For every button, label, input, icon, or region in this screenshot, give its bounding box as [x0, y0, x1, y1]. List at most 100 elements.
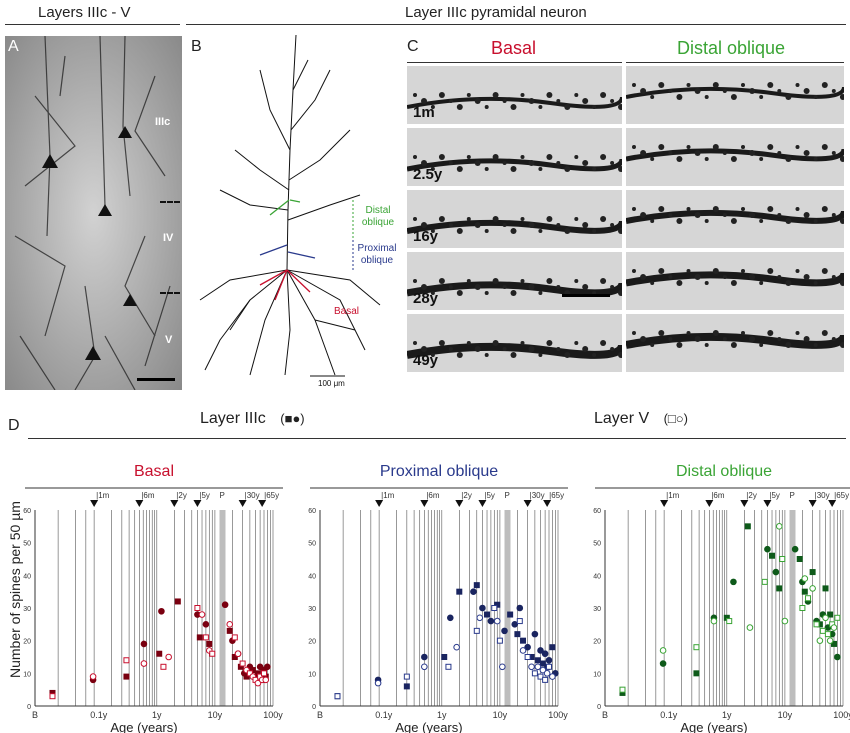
y-tick-label: 60 — [23, 508, 31, 515]
age-marker-label: P — [505, 491, 510, 500]
data-point-square — [534, 657, 541, 664]
age-marker-label: |2y — [176, 491, 187, 500]
x-tick-label: B — [602, 710, 608, 720]
data-point-square — [809, 569, 816, 576]
scale-label-b: 100 μm — [318, 379, 345, 388]
age-marker-label: |5y — [769, 491, 780, 500]
age-marker-label: |5y — [484, 491, 495, 500]
data-point-square — [546, 663, 553, 670]
data-point-circle — [764, 545, 771, 553]
data-point-circle — [140, 660, 148, 667]
col-basal-rule — [407, 62, 622, 63]
layer-boundary-upper — [160, 201, 180, 203]
age-marker-triangle — [478, 500, 487, 507]
data-point-circle — [801, 575, 809, 582]
data-point-circle — [198, 611, 206, 618]
layer-label-iv: IV — [163, 232, 174, 244]
y-tick-label: 50 — [308, 541, 316, 548]
data-point-circle — [254, 679, 262, 687]
y-tick-label: 60 — [308, 508, 316, 515]
data-point-square — [693, 644, 700, 651]
age-marker-triangle — [193, 500, 202, 507]
layers-title: Layers IIIc - V — [38, 4, 131, 21]
data-point-circle — [158, 607, 165, 615]
data-point-square — [726, 618, 733, 625]
data-point-circle — [830, 624, 838, 631]
data-point-square — [824, 631, 831, 638]
proximal-highlight — [259, 244, 316, 259]
age-marker-label: |30y — [530, 491, 545, 500]
x-tick-label: B — [32, 710, 38, 720]
data-point-square — [524, 654, 531, 660]
layer-label-iiic: IIIc — [155, 116, 171, 128]
basal-dendrite-image: 28y — [407, 252, 622, 310]
y-tick-label: 50 — [593, 541, 601, 548]
col-distal-label: Distal oblique — [677, 38, 786, 58]
basal-highlight — [259, 269, 311, 301]
data-point-circle — [659, 647, 667, 654]
data-point-circle — [534, 663, 542, 671]
basal-dendrite-image: 16y — [407, 190, 622, 248]
data-point-square — [226, 627, 233, 634]
x-tick-label: 10y — [493, 710, 508, 720]
data-point-circle — [710, 617, 718, 625]
x-tick-label: 10y — [208, 710, 223, 720]
x-axis-label: Age (years) — [395, 720, 462, 733]
age-marker-triangle — [763, 500, 772, 507]
data-point-square — [196, 634, 203, 641]
puberty-band — [789, 510, 796, 706]
scale-bar-c — [562, 294, 610, 297]
data-point-circle — [140, 640, 148, 648]
col-distal-rule — [626, 62, 844, 63]
data-point-square — [403, 683, 410, 690]
data-point-square — [537, 673, 544, 680]
age-marker-triangle — [808, 500, 817, 507]
age-marker-triangle — [135, 500, 144, 507]
data-point-circle — [822, 614, 829, 622]
data-point-circle — [264, 663, 271, 671]
age-marker-triangle — [660, 500, 669, 507]
data-point-square — [819, 627, 826, 634]
age-marker-label: |65y — [834, 491, 849, 500]
data-point-circle — [545, 656, 553, 664]
data-point-circle — [781, 617, 789, 625]
age-label-2: 16y — [413, 228, 439, 245]
data-point-square — [456, 588, 463, 595]
age-marker-label: |1m — [381, 491, 395, 500]
data-point-square — [776, 585, 783, 592]
data-point-square — [531, 670, 538, 677]
data-point-square — [822, 585, 829, 592]
y-tick-label: 10 — [308, 671, 316, 678]
data-point-square — [805, 595, 812, 602]
basal-label: Basal — [334, 306, 360, 317]
distal-dendrite-image — [626, 190, 844, 248]
data-point-square — [507, 611, 514, 618]
data-point-square — [441, 654, 448, 660]
micrograph-texture — [5, 36, 182, 390]
chart-title: Basal — [134, 463, 174, 480]
data-point-circle — [234, 650, 242, 658]
data-point-square — [827, 611, 834, 618]
panel-d-label: D — [8, 417, 20, 434]
data-point-circle — [221, 601, 229, 609]
data-point-square — [542, 676, 549, 683]
age-marker-label: |6m — [426, 491, 440, 500]
y-tick-label: 50 — [23, 541, 31, 548]
data-point-square — [473, 627, 480, 634]
y-tick-label: 10 — [23, 671, 31, 678]
y-tick-label: 20 — [23, 639, 31, 646]
distal-dendrite-image — [626, 252, 844, 310]
layer5-title: Layer V (□○) — [594, 410, 688, 428]
basal-dendrite-image: 49y — [407, 314, 622, 372]
data-point-circle — [772, 568, 780, 576]
data-point-circle — [816, 637, 824, 644]
layer5-symbols: (□○) — [663, 411, 688, 426]
data-point-square — [761, 578, 768, 585]
data-point-circle — [499, 663, 506, 671]
data-point-square — [831, 640, 838, 647]
age-marker-triangle — [420, 500, 429, 507]
age-marker-triangle — [375, 500, 384, 507]
data-point-square — [796, 556, 803, 562]
data-point-circle — [524, 643, 531, 651]
panel-d-rule — [28, 438, 846, 439]
